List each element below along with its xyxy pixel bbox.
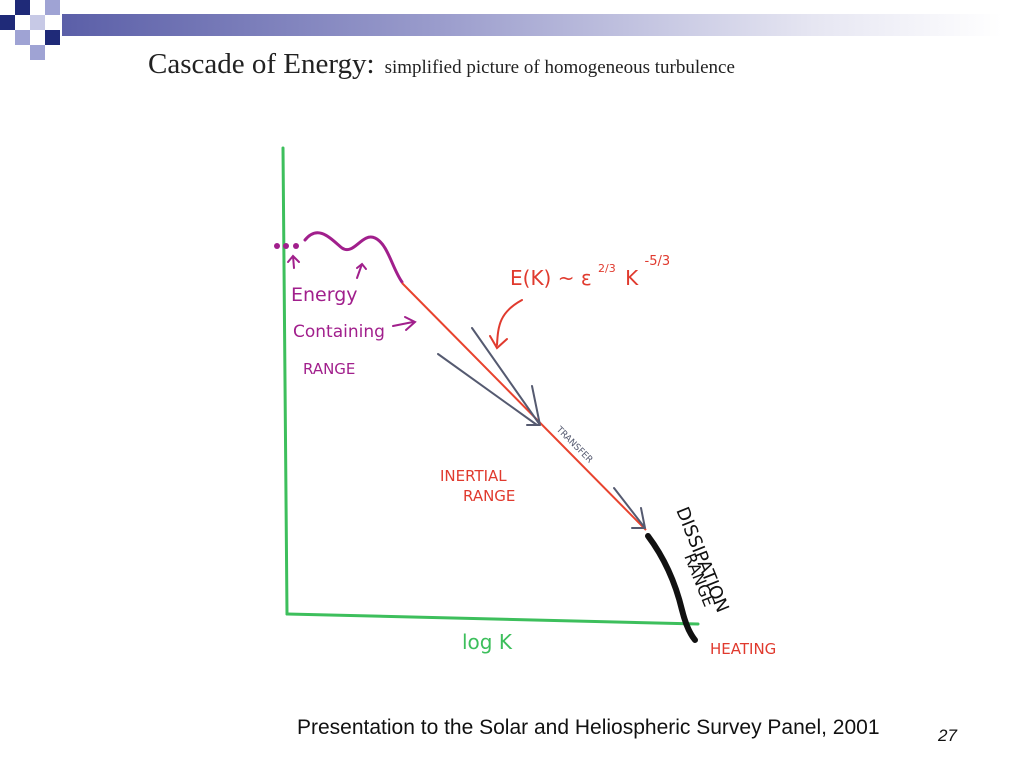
y-axis: [281, 146, 289, 616]
header-bar: [62, 14, 1002, 36]
corner-square: [30, 15, 45, 30]
transfer-arrow-icon: [471, 327, 541, 426]
slide-title: Cascade of Energy: simplified picture of…: [148, 48, 735, 81]
inertial-range-label: RANGE: [463, 487, 515, 505]
dissipation-curve: [645, 533, 698, 643]
page-number: 27: [938, 726, 957, 745]
formula-main: E(K) ~ ε: [510, 266, 592, 290]
formula-exponent: -5/3: [645, 254, 671, 269]
inertial-label: INERTIAL: [440, 467, 507, 485]
corner-square: [45, 30, 60, 45]
spectrum-line: [401, 282, 647, 531]
corner-square: [0, 0, 15, 15]
containing-label: Containing: [293, 322, 385, 342]
formula-exponent: 2/3: [598, 262, 616, 275]
transfer-arrow-icon: [437, 353, 538, 426]
corner-square: [45, 0, 60, 15]
energy-label: Energy: [291, 284, 358, 306]
x-axis-label: log K: [462, 630, 513, 654]
formula-k: K: [625, 266, 639, 290]
x-axis: [285, 612, 700, 626]
energy-arrow-icon: [287, 254, 300, 269]
formula-text: E(K) ~ ε 2/3 K -5/3: [510, 253, 670, 290]
corner-decoration: [0, 0, 90, 70]
slide-title-main: Cascade of Energy:: [148, 48, 375, 80]
energy-arrow-icon: [356, 262, 367, 279]
energy-dot: [293, 243, 299, 249]
footer-text: Presentation to the Solar and Heliospher…: [297, 716, 880, 739]
energy-curve: [303, 231, 404, 284]
slide-title-subtitle: simplified picture of homogeneous turbul…: [384, 57, 735, 78]
transfer-label: TRANSFER: [553, 424, 594, 465]
corner-square: [15, 0, 30, 15]
energy-dot: [274, 243, 280, 249]
formula-pointer-icon: [489, 299, 523, 350]
heating-label: HEATING: [710, 640, 776, 658]
corner-square: [0, 15, 15, 30]
transfer-arrow-icon: [613, 487, 646, 529]
corner-square: [15, 30, 30, 45]
range-arrow-icon: [392, 316, 417, 331]
corner-square: [30, 45, 45, 60]
range-label: RANGE: [303, 360, 355, 378]
energy-dot: [283, 243, 289, 249]
